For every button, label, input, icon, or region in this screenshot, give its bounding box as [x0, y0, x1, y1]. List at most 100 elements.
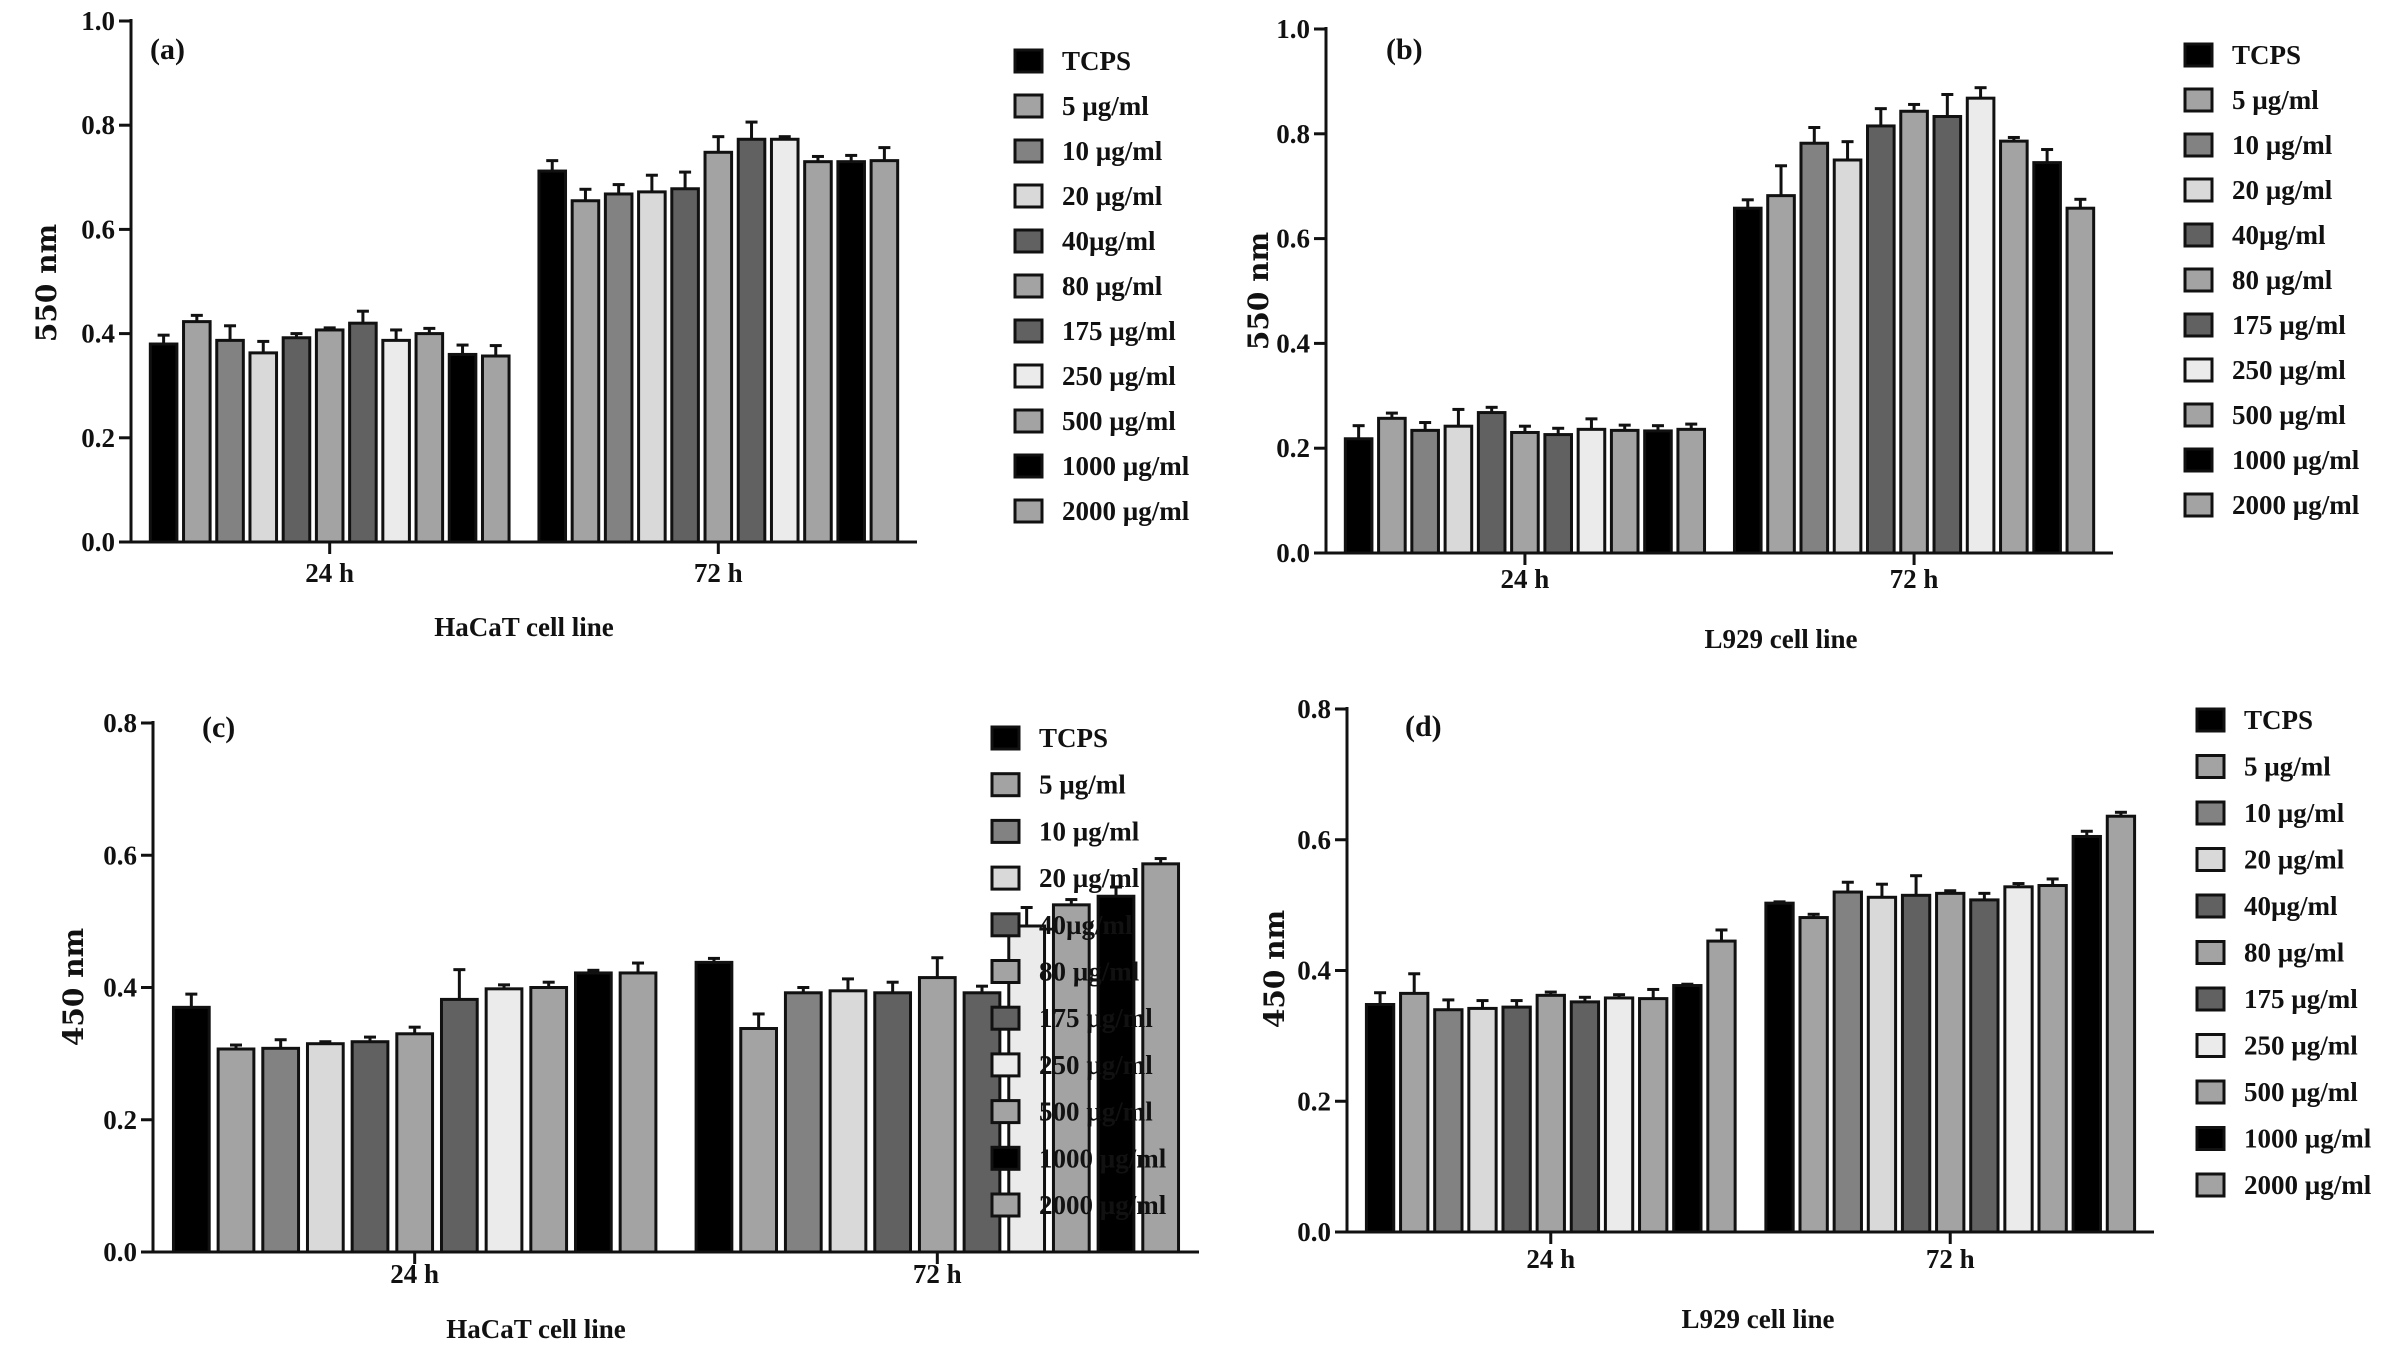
bar — [1343, 437, 1374, 555]
legend-swatch — [990, 1145, 1021, 1171]
bar — [1764, 901, 1795, 1234]
bar — [670, 187, 700, 544]
y-tick-label: 0.2 — [1297, 1086, 1331, 1116]
x-axis-label: L929 cell line — [1682, 1304, 1835, 1334]
legend-swatch — [2183, 42, 2214, 68]
legend-label: 2000 µg/ml — [2232, 490, 2360, 520]
legend-label: 10 µg/ml — [2244, 798, 2345, 828]
y-tick-label: 0.6 — [1276, 224, 1310, 254]
bar — [395, 1032, 435, 1254]
legend-swatch — [1013, 228, 1044, 254]
legend-label: 10 µg/ml — [1039, 816, 1140, 846]
y-tick-label: 0.8 — [1297, 694, 1331, 724]
bar — [618, 971, 658, 1254]
bar — [1576, 427, 1607, 555]
legend-label: 2000 µg/ml — [2244, 1170, 2372, 1200]
y-tick-label: 0.6 — [1297, 825, 1331, 855]
legend-swatch — [990, 1099, 1021, 1125]
legend-label: 175 µg/ml — [2232, 310, 2346, 340]
legend-swatch — [2195, 986, 2226, 1012]
legend-swatch — [2183, 267, 2214, 293]
chart-panel-b: 24 h 72 h 0.0 0.2 0.4 0.6 0.8 1.0 (b) 550 nm L929 … — [1242, 14, 2360, 654]
legend-swatch — [2195, 754, 2226, 779]
bar — [873, 991, 913, 1254]
legend-swatch — [990, 1005, 1021, 1031]
legend-label: 250 µg/ml — [2244, 1031, 2358, 1061]
legend-swatch — [2183, 177, 2214, 203]
bar — [1410, 428, 1440, 555]
bar — [1672, 984, 1703, 1234]
legend-swatch — [990, 772, 1021, 798]
x-axis-label: L929 cell line — [1705, 624, 1858, 654]
legend-swatch — [2183, 492, 2214, 518]
bar — [2032, 161, 2062, 555]
panel-label: (a) — [150, 33, 185, 66]
bar — [1543, 433, 1573, 555]
bar — [1377, 416, 1407, 555]
bar — [1798, 916, 1829, 1234]
legend-label: 1000 µg/ml — [2244, 1124, 2372, 1154]
legend-label: 10 µg/ml — [2232, 130, 2333, 160]
chart-panel-a: 24 h 72 h 0.0 0.2 0.4 0.6 0.8 1.0 (a) 550 nm HaCaT… — [30, 6, 1190, 642]
legend-swatch — [990, 912, 1021, 938]
y-tick-label: 0.4 — [1276, 328, 1310, 358]
bar — [573, 971, 613, 1254]
y-axis-label: 450 nm — [57, 928, 90, 1046]
bar — [182, 320, 212, 544]
legend-label: 20 µg/ml — [1039, 863, 1140, 893]
bar — [917, 976, 957, 1254]
legend-label: 80 µg/ml — [2232, 265, 2333, 295]
legend-label: 1000 µg/ml — [1039, 1143, 1167, 1173]
y-tick-label: 1.0 — [1276, 14, 1310, 44]
y-tick-label: 0.0 — [1276, 538, 1310, 568]
legend-swatch — [2195, 1126, 2226, 1151]
y-axis-label: 550 nm — [30, 224, 63, 342]
bar — [1433, 1008, 1464, 1234]
y-tick-label: 0.2 — [1276, 433, 1310, 463]
legend-swatch — [2195, 847, 2226, 872]
bar — [216, 1047, 256, 1254]
bar — [1999, 139, 2029, 555]
panel-label: (c) — [202, 711, 235, 744]
bar — [1969, 898, 2000, 1234]
legend-swatch — [2183, 357, 2214, 383]
bar — [1965, 96, 1996, 555]
legend-label: 250 µg/ml — [1039, 1050, 1153, 1080]
x-axis-label: HaCaT cell line — [446, 1314, 626, 1344]
bar — [1900, 893, 1932, 1234]
bar — [1932, 115, 1963, 555]
legend-swatch — [2195, 1079, 2226, 1105]
legend-label: 250 µg/ml — [2232, 355, 2346, 385]
legend-label: TCPS — [2232, 40, 2301, 70]
x-tick-label: 24 h — [305, 558, 354, 588]
bar — [1732, 206, 1763, 555]
legend-swatch — [990, 1052, 1021, 1078]
bar — [1569, 1000, 1601, 1234]
legend-label: 5 µg/ml — [2232, 85, 2319, 115]
legend-label: 20 µg/ml — [1062, 181, 1163, 211]
legend-swatch — [2183, 447, 2214, 473]
bar — [783, 991, 823, 1254]
legend-swatch — [2195, 1172, 2226, 1198]
y-tick-label: 0.0 — [1297, 1217, 1331, 1247]
bar — [836, 160, 866, 544]
x-tick-label: 72 h — [1926, 1244, 1975, 1274]
legend-swatch — [1013, 273, 1044, 299]
legend-swatch — [1013, 183, 1044, 209]
x-tick-label: 24 h — [1526, 1244, 1575, 1274]
legend-label: 175 µg/ml — [1062, 316, 1176, 346]
legend-label: 2000 µg/ml — [1062, 496, 1190, 526]
bar — [447, 352, 478, 544]
x-tick-label: 72 h — [1890, 564, 1939, 594]
y-tick-label: 0.8 — [103, 708, 137, 738]
y-axis-label: 550 nm — [1242, 232, 1275, 350]
bar — [1510, 430, 1540, 555]
bar — [1399, 991, 1430, 1234]
legend-label: 1000 µg/ml — [2232, 445, 2360, 475]
x-tick-label: 72 h — [913, 1259, 962, 1289]
y-tick-label: 0.6 — [81, 214, 115, 244]
bar — [215, 338, 245, 544]
bar — [1609, 428, 1640, 555]
bar — [1638, 997, 1669, 1234]
